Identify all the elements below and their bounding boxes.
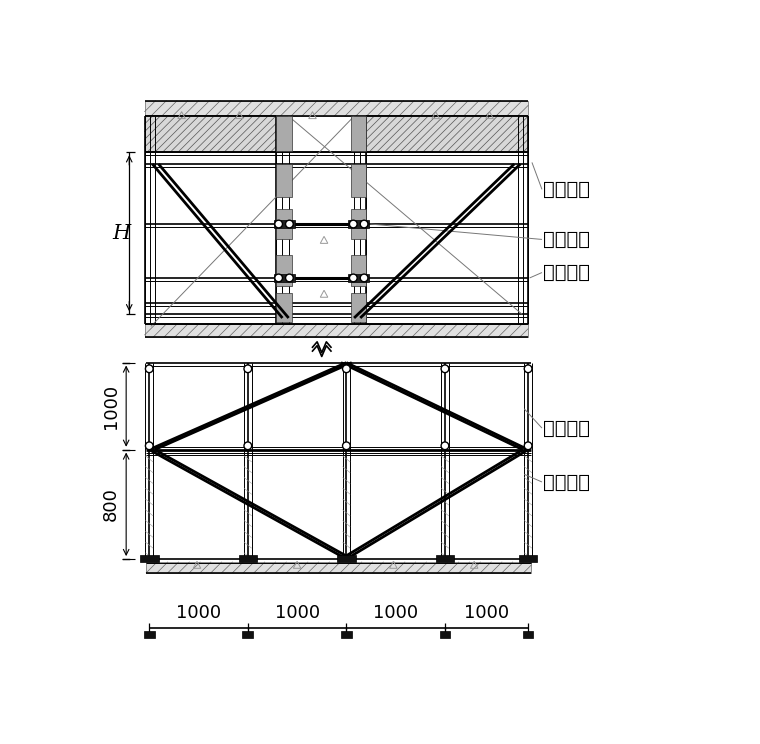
Text: 加固斜撑: 加固斜撑 — [543, 419, 591, 437]
Bar — [337, 555, 356, 562]
Text: 对拉丝杆: 对拉丝杆 — [543, 230, 591, 249]
Bar — [277, 208, 292, 240]
Bar — [277, 293, 292, 322]
Bar — [144, 101, 528, 116]
Text: 1000: 1000 — [176, 604, 221, 622]
Circle shape — [350, 274, 357, 282]
Circle shape — [524, 365, 532, 373]
Bar — [144, 324, 528, 337]
Circle shape — [286, 274, 293, 282]
Text: 1000: 1000 — [464, 604, 509, 622]
Circle shape — [441, 365, 449, 373]
Bar — [348, 220, 369, 228]
Bar — [277, 116, 292, 151]
Bar — [351, 116, 366, 151]
Circle shape — [275, 274, 283, 282]
Circle shape — [244, 365, 252, 373]
Circle shape — [244, 442, 252, 449]
Bar — [274, 220, 295, 228]
Circle shape — [275, 220, 283, 228]
Bar — [351, 164, 366, 197]
Bar — [144, 116, 277, 153]
Bar — [439, 632, 451, 638]
Bar — [348, 274, 369, 282]
Circle shape — [350, 220, 357, 228]
Bar — [351, 208, 366, 240]
Text: 加固钢管: 加固钢管 — [543, 263, 591, 282]
Bar — [277, 164, 292, 197]
Text: H: H — [112, 224, 131, 243]
Bar — [140, 555, 159, 562]
Circle shape — [343, 442, 350, 449]
Bar — [519, 555, 537, 562]
Circle shape — [360, 220, 368, 228]
Circle shape — [343, 365, 350, 373]
Text: 框梁斜撑: 框梁斜撑 — [543, 180, 591, 199]
Bar — [239, 555, 257, 562]
Text: 支撑垫板: 支撑垫板 — [543, 472, 591, 492]
Bar — [351, 255, 366, 286]
Text: 800: 800 — [102, 487, 120, 522]
Text: 1000: 1000 — [274, 604, 320, 622]
Bar — [144, 632, 154, 638]
Circle shape — [145, 365, 153, 373]
Bar — [277, 255, 292, 286]
Circle shape — [360, 274, 368, 282]
Bar — [366, 116, 528, 153]
Circle shape — [145, 442, 153, 449]
Bar — [146, 562, 531, 573]
Circle shape — [524, 442, 532, 449]
Bar — [274, 274, 295, 282]
Bar — [242, 632, 253, 638]
Bar — [435, 555, 454, 562]
Text: 1000: 1000 — [373, 604, 418, 622]
Bar — [351, 293, 366, 322]
Bar — [523, 632, 534, 638]
Text: 1000: 1000 — [102, 384, 120, 429]
Bar — [341, 632, 352, 638]
Circle shape — [441, 442, 449, 449]
Circle shape — [286, 220, 293, 228]
